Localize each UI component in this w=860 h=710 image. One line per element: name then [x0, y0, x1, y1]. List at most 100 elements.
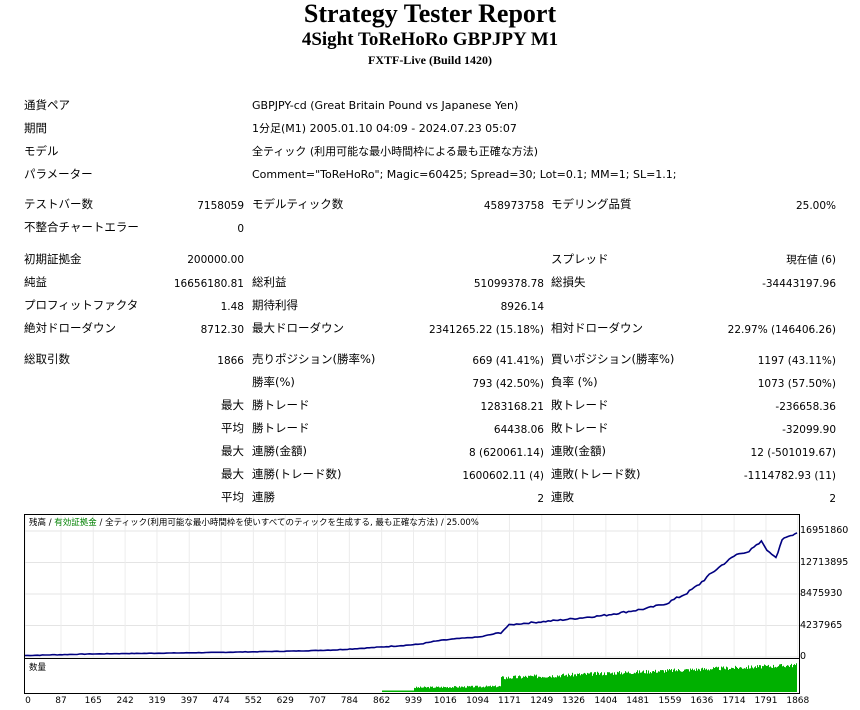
volume-chart: 数量 — [24, 658, 800, 694]
volume-bar — [524, 676, 525, 692]
volume-bar — [476, 685, 477, 692]
loss-rate-value: 1073 (57.50%) — [757, 378, 836, 390]
abs-drawdown-value: 8712.30 — [200, 324, 244, 336]
volume-bar — [519, 675, 520, 692]
volume-bar — [751, 665, 752, 692]
volume-bar — [633, 673, 634, 692]
x-tick-label: 87 — [55, 696, 67, 706]
volume-bar — [514, 675, 515, 692]
volume-bar — [489, 686, 490, 692]
volume-bar — [474, 687, 475, 692]
volume-bar — [588, 673, 589, 692]
volume-bar — [564, 675, 565, 692]
volume-bar — [791, 663, 792, 692]
volume-bar — [642, 671, 643, 692]
volume-bar — [703, 669, 704, 692]
volume-bar — [722, 667, 723, 692]
volume-bar — [602, 675, 603, 692]
volume-bar — [396, 690, 397, 692]
volume-bar — [704, 668, 705, 692]
profit-factor-label: プロフィットファクタ — [24, 298, 139, 312]
volume-bar — [434, 687, 435, 692]
volume-bar — [680, 671, 681, 692]
volume-bar — [711, 669, 712, 692]
avg-win-streak-label: 連勝 — [252, 490, 275, 504]
volume-bar — [401, 690, 402, 692]
avg-win-streak-value: 2 — [537, 493, 544, 505]
volume-bar — [520, 676, 521, 692]
volume-bar — [587, 672, 588, 692]
loss-rate-label: 負率 (%) — [551, 375, 598, 389]
volume-bar — [456, 686, 457, 692]
volume-bar — [620, 674, 621, 692]
expected-payoff-value: 8926.14 — [500, 301, 544, 313]
volume-bar — [477, 685, 478, 692]
volume-bar — [756, 668, 757, 692]
volume-bar — [448, 688, 449, 692]
x-tick-label: 319 — [148, 696, 166, 706]
volume-bar — [753, 668, 754, 692]
legend-model: 全ティック(利用可能な最小時間枠を使いすべてのティックを生成する, 最も正確な方… — [105, 518, 439, 528]
gross-loss-value: -34443197.96 — [762, 278, 836, 290]
volume-bar — [486, 685, 487, 692]
volume-bar — [394, 690, 395, 692]
volume-bar — [638, 673, 639, 692]
max-win-prefix: 最大 — [221, 398, 244, 412]
volume-bar — [758, 667, 759, 692]
volume-bar — [497, 686, 498, 692]
volume-bar — [430, 686, 431, 692]
volume-bar — [480, 686, 481, 692]
volume-bar — [674, 668, 675, 692]
volume-bar — [773, 664, 774, 692]
volume-bar — [713, 667, 714, 692]
volume-bar — [518, 676, 519, 692]
volume-bar — [435, 687, 436, 692]
volume-bar — [787, 665, 788, 692]
volume-bar — [463, 687, 464, 692]
volume-bar — [552, 675, 553, 692]
volume-bar — [595, 672, 596, 692]
volume-bar — [667, 669, 668, 692]
legend-separator: / — [46, 518, 55, 528]
volume-bar — [445, 687, 446, 692]
volume-bar — [768, 664, 769, 692]
volume-bar — [777, 666, 778, 692]
volume-bar — [752, 667, 753, 692]
volume-bar — [731, 667, 732, 692]
volume-bar — [732, 667, 733, 692]
volume-bar — [433, 687, 434, 692]
volume-bar — [606, 675, 607, 692]
volume-bar — [707, 670, 708, 692]
volume-bar — [511, 678, 512, 692]
volume-bar — [592, 675, 593, 692]
volume-bar — [517, 678, 518, 692]
volume-bar — [406, 690, 407, 692]
volume-bar — [550, 676, 551, 692]
volume-bar — [678, 669, 679, 692]
volume-bar — [413, 690, 414, 692]
volume-bar — [582, 674, 583, 692]
volume-bar — [405, 690, 406, 692]
volume-bar — [792, 667, 793, 692]
volume-bar — [663, 670, 664, 692]
volume-bar — [568, 673, 569, 692]
volume-bar — [697, 670, 698, 692]
volume-bar — [676, 670, 677, 692]
volume-bar — [672, 672, 673, 692]
volume-bar — [467, 685, 468, 692]
x-tick-label: 1171 — [498, 696, 521, 706]
volume-bar — [724, 668, 725, 692]
volume-bar — [421, 687, 422, 692]
volume-bar — [452, 687, 453, 692]
volume-bar — [446, 687, 447, 692]
volume-bar — [412, 690, 413, 692]
cons-losses-money-value: 12 (-501019.67) — [750, 447, 836, 459]
volume-bar — [545, 677, 546, 692]
mismatch-label: 不整合チャートエラー — [24, 220, 139, 234]
volume-bar — [454, 686, 455, 692]
volume-bar — [778, 666, 779, 692]
volume-bar — [494, 686, 495, 692]
x-tick-label: 242 — [116, 696, 134, 706]
volume-bar — [622, 674, 623, 692]
bars-value: 7158059 — [197, 200, 244, 212]
